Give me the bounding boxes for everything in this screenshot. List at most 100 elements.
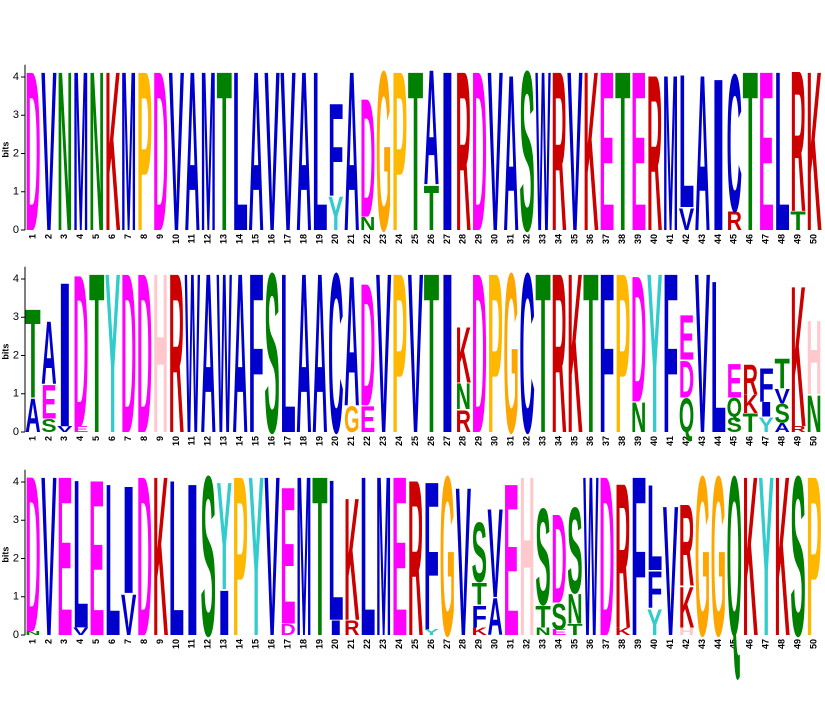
residue-letter: V: [376, 227, 391, 482]
position-label: 27: [442, 639, 452, 649]
position-label: 1: [27, 234, 37, 239]
residue-letter: A: [248, 24, 263, 279]
position-label: 17: [282, 234, 292, 244]
residue-letter: D: [73, 229, 88, 473]
residue-letter: S: [472, 506, 487, 600]
residue-letter: W: [217, 226, 232, 481]
position-label: 7: [123, 639, 133, 644]
residue-letter: E: [504, 438, 519, 681]
residue-letter: T: [408, 25, 423, 279]
residue-letter: L: [328, 439, 343, 664]
position-label: 30: [490, 639, 500, 649]
position-label: 6: [107, 436, 117, 441]
residue-letter: S: [551, 596, 566, 638]
position-label: 32: [521, 436, 531, 446]
residue-letter: G: [695, 429, 710, 684]
residue-letter: E: [759, 25, 774, 280]
residue-letter: Y: [217, 451, 232, 623]
position-label: 7: [123, 234, 133, 239]
position-label: 21: [346, 436, 356, 446]
residue-letter: D: [280, 621, 295, 639]
position-label: 43: [697, 639, 707, 649]
residue-letter: A: [201, 226, 216, 481]
position-label: 14: [235, 436, 245, 446]
position-label: 3: [59, 234, 69, 239]
position-label: 22: [362, 234, 372, 244]
residue-letter: A: [344, 24, 359, 279]
residue-letter: A: [296, 226, 311, 481]
position-label: 15: [251, 436, 261, 446]
position-label: 22: [362, 639, 372, 649]
y-axis-label: bits: [0, 344, 10, 360]
residue-letter: Y: [647, 601, 663, 643]
residue-letter: V: [73, 626, 88, 638]
residue-letter: E: [392, 430, 407, 685]
position-label: 39: [633, 639, 643, 649]
residue-letter: F: [631, 430, 646, 684]
position-label: 18: [298, 639, 308, 649]
position-label: 19: [314, 639, 324, 649]
position-label: 10: [171, 234, 181, 244]
residue-letter: T: [424, 227, 439, 481]
position-label: 16: [266, 436, 276, 446]
position-label: 35: [569, 234, 579, 244]
residue-letter: N: [535, 626, 550, 638]
residue-letter: D: [599, 429, 614, 684]
position-label: 44: [713, 436, 723, 446]
y-tick-label: 1: [13, 186, 19, 198]
residue-letter: D: [679, 349, 694, 409]
position-label: 26: [426, 639, 436, 649]
position-label: 31: [506, 639, 516, 649]
residue-letter: K: [615, 626, 630, 638]
residue-letter: V: [264, 430, 279, 685]
residue-letter: F: [328, 76, 343, 225]
residue-letter: A: [25, 389, 40, 442]
residue-letter: V: [567, 25, 582, 280]
residue-letter: P: [806, 430, 821, 685]
residue-letter: N: [456, 377, 471, 418]
residue-letter: L: [312, 25, 327, 279]
position-label: 20: [330, 436, 340, 446]
residue-letter: M: [376, 429, 391, 684]
residue-letter: N: [360, 214, 375, 234]
residue-letter: G: [504, 226, 519, 481]
position-label: 50: [808, 234, 818, 244]
y-tick-label: 3: [13, 514, 19, 526]
residue-letter: P: [392, 227, 407, 482]
residue-letter: V: [488, 25, 503, 280]
residue-letter: C: [519, 226, 534, 481]
residue-letter: R: [551, 24, 566, 279]
residue-letter: I: [57, 240, 72, 471]
residue-letter: P: [233, 430, 248, 685]
position-label: 43: [697, 436, 707, 446]
residue-letter: F: [647, 560, 662, 620]
position-label: 23: [378, 234, 388, 244]
y-tick-label: 3: [13, 311, 19, 323]
position-label: 32: [521, 234, 531, 244]
position-label: 7: [123, 436, 133, 441]
position-label: 33: [537, 234, 547, 244]
position-label: 2: [43, 639, 53, 644]
position-label: 37: [601, 639, 611, 649]
position-label: 39: [633, 234, 643, 244]
residue-letter: Y: [248, 430, 263, 685]
residue-letter: D: [551, 488, 566, 630]
position-label: 36: [585, 639, 595, 649]
residue-letter: T: [472, 577, 488, 613]
residue-letter: K: [583, 24, 598, 279]
position-label: 18: [298, 234, 308, 244]
position-label: 14: [235, 234, 245, 244]
residue-letter: K: [774, 429, 789, 684]
position-label: 5: [91, 436, 101, 441]
position-label: 24: [394, 436, 404, 446]
residue-letter: L: [73, 436, 88, 673]
residue-letter: H: [679, 626, 694, 638]
position-label: 48: [777, 436, 787, 446]
position-label: 2: [43, 234, 53, 239]
position-label: 38: [617, 639, 627, 649]
position-label: 28: [458, 436, 468, 446]
position-label: 23: [378, 436, 388, 446]
residue-letter: N: [806, 383, 821, 443]
